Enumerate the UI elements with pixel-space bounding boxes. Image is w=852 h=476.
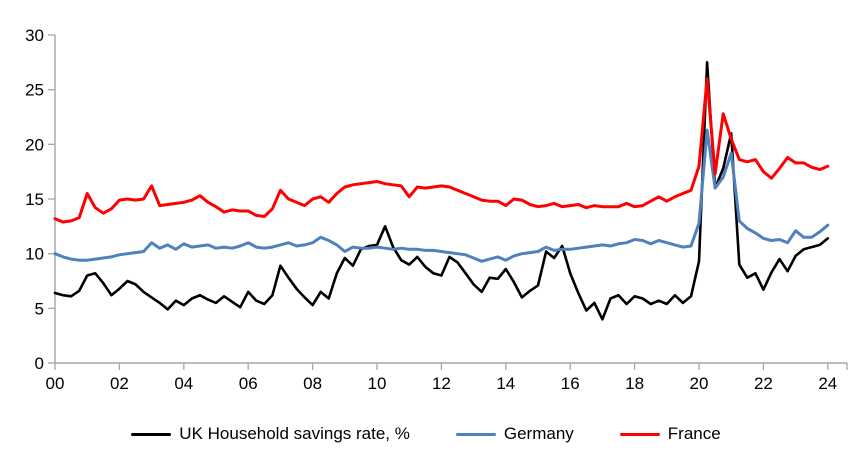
plot-area: 0 5 10 15 20 25 30 00 02 04 06 08 10 12 14 16 18 20 22 24 [25, 26, 848, 393]
x-tick-label: 22 [754, 374, 773, 393]
x-tick-label: 12 [432, 374, 451, 393]
x-tick-label: 10 [368, 374, 387, 393]
x-tick-label: 04 [174, 374, 193, 393]
y-tick-label: 0 [35, 354, 44, 373]
x-tick-label: 14 [496, 374, 515, 393]
y-tick-label: 25 [25, 81, 44, 100]
legend-item-uk: UK Household savings rate, % [131, 424, 410, 444]
x-tick-label: 16 [561, 374, 580, 393]
y-tick-label: 10 [25, 245, 44, 264]
y-tick-label: 5 [35, 299, 44, 318]
x-tick-label: 08 [303, 374, 322, 393]
y-tick-label: 30 [25, 26, 44, 45]
legend-item-france: France [619, 424, 721, 444]
uk-line-swatch [131, 432, 172, 436]
x-tick-label: 06 [239, 374, 258, 393]
germany-line [53, 128, 830, 263]
france-line-swatch [619, 432, 660, 436]
france-line [53, 77, 830, 224]
uk-line [53, 60, 830, 321]
x-tick-label: 24 [818, 374, 837, 393]
y-tick-label: 20 [25, 135, 44, 154]
x-tick-label: 20 [690, 374, 709, 393]
legend: UK Household savings rate, % Germany Fra… [0, 424, 852, 444]
legend-label-uk: UK Household savings rate, % [179, 424, 410, 443]
germany-line-swatch [455, 432, 496, 436]
legend-item-germany: Germany [455, 424, 574, 444]
x-tick-label: 00 [46, 374, 65, 393]
x-tick-label: 18 [625, 374, 644, 393]
legend-label-france: France [667, 424, 721, 443]
x-tick-label: 02 [110, 374, 129, 393]
y-tick-label: 15 [25, 190, 44, 209]
legend-label-germany: Germany [503, 424, 574, 443]
